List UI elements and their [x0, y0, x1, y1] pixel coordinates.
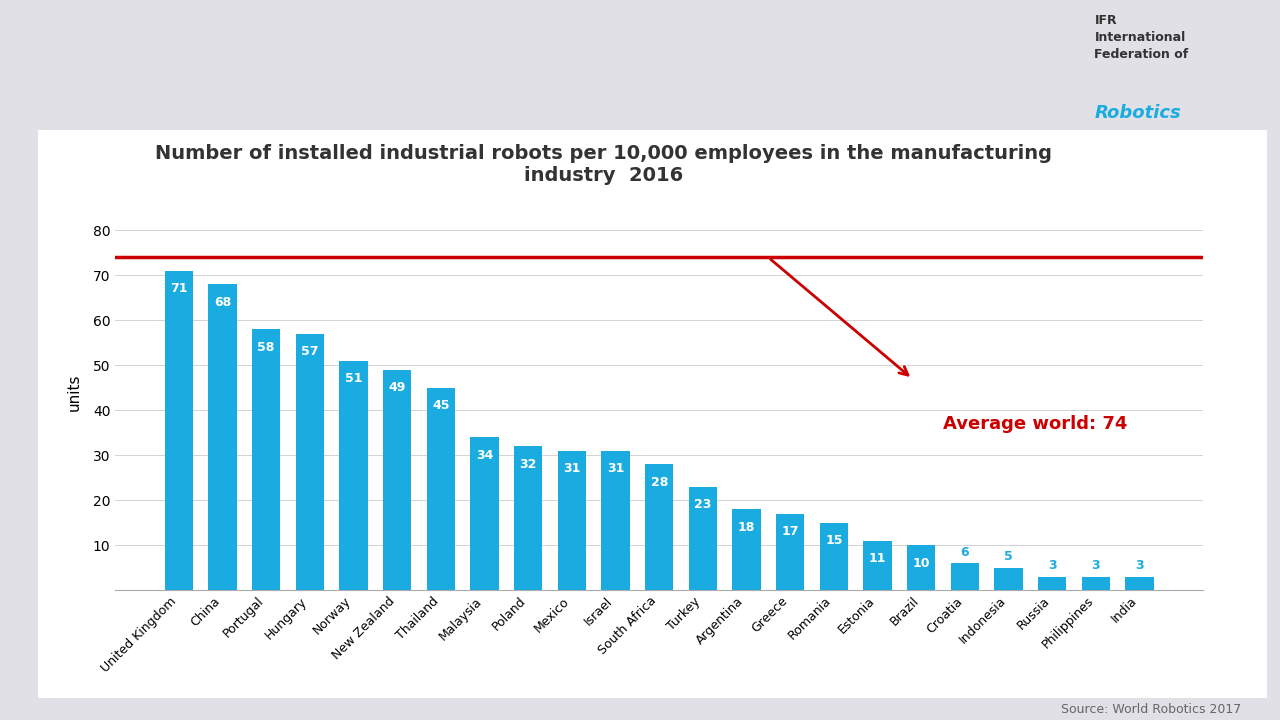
Text: 5: 5 — [1005, 550, 1012, 563]
Text: Average world: 74: Average world: 74 — [943, 415, 1128, 433]
Text: 51: 51 — [344, 372, 362, 385]
Bar — [383, 370, 411, 590]
Text: 31: 31 — [563, 462, 581, 475]
Bar — [252, 329, 280, 590]
Text: 17: 17 — [782, 525, 799, 538]
Text: 58: 58 — [257, 341, 275, 354]
Bar — [339, 361, 367, 590]
Bar — [426, 388, 456, 590]
Bar — [908, 546, 936, 590]
Bar — [1125, 577, 1153, 590]
Text: 23: 23 — [694, 498, 712, 511]
Bar — [209, 284, 237, 590]
Text: 32: 32 — [520, 458, 536, 471]
Bar — [515, 446, 543, 590]
Text: 28: 28 — [650, 476, 668, 489]
Text: Robotics: Robotics — [1094, 104, 1181, 122]
Bar — [1038, 577, 1066, 590]
Text: 71: 71 — [170, 282, 188, 295]
Text: 18: 18 — [737, 521, 755, 534]
Text: 11: 11 — [869, 552, 886, 565]
Text: 45: 45 — [433, 399, 449, 412]
Bar — [951, 563, 979, 590]
Text: 57: 57 — [301, 345, 319, 358]
Text: 31: 31 — [607, 462, 625, 475]
Text: Number of installed industrial robots per 10,000 employees in the manufacturing
: Number of installed industrial robots pe… — [155, 144, 1052, 185]
Y-axis label: units: units — [67, 374, 82, 411]
Text: Source: World Robotics 2017: Source: World Robotics 2017 — [1061, 703, 1242, 716]
Bar — [165, 271, 193, 590]
Text: 49: 49 — [389, 381, 406, 394]
Text: 34: 34 — [476, 449, 493, 462]
Bar — [689, 487, 717, 590]
Text: 10: 10 — [913, 557, 931, 570]
Text: 6: 6 — [960, 546, 969, 559]
Bar — [995, 568, 1023, 590]
Text: 3: 3 — [1048, 559, 1056, 572]
Bar — [819, 523, 849, 590]
Text: IFR
International
Federation of: IFR International Federation of — [1094, 14, 1189, 61]
Bar — [645, 464, 673, 590]
Text: 3: 3 — [1092, 559, 1101, 572]
Text: 68: 68 — [214, 296, 232, 309]
Bar — [732, 510, 760, 590]
Text: 15: 15 — [826, 534, 842, 547]
Bar — [1082, 577, 1110, 590]
Bar — [558, 451, 586, 590]
Bar — [296, 334, 324, 590]
Text: 3: 3 — [1135, 559, 1144, 572]
Bar — [776, 514, 804, 590]
Bar — [602, 451, 630, 590]
Bar — [470, 437, 499, 590]
Bar — [863, 541, 892, 590]
